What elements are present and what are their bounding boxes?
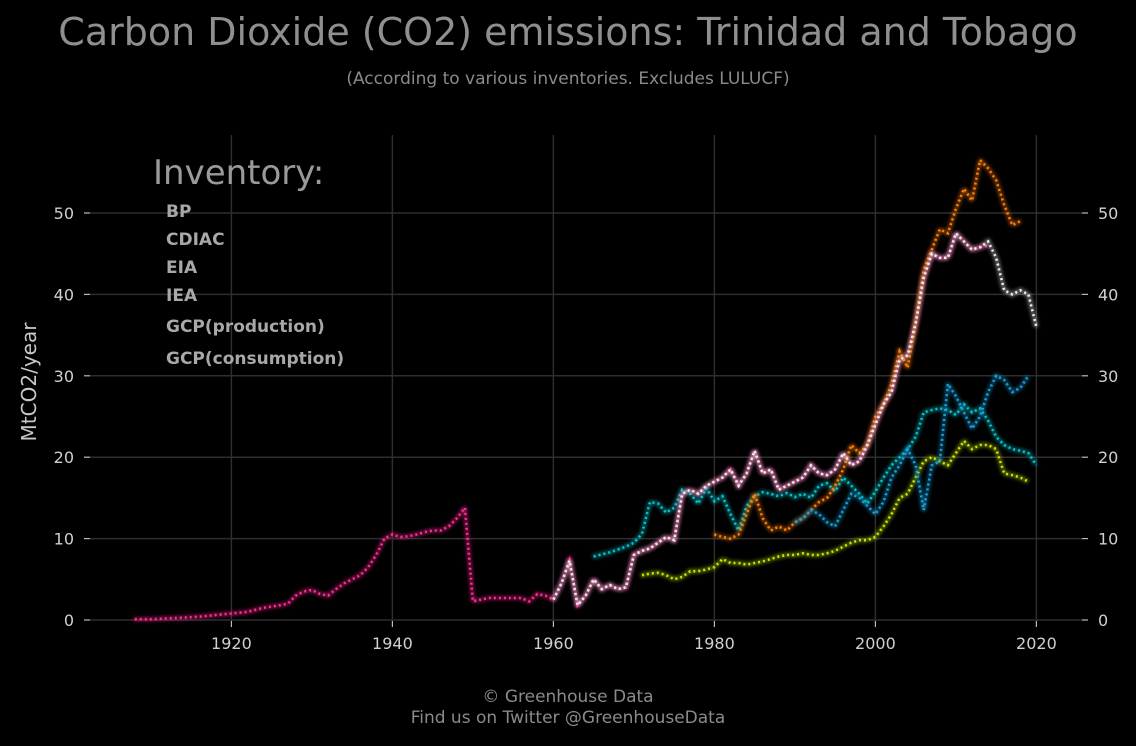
legend-title: Inventory: bbox=[153, 153, 324, 193]
legend-label: IEA bbox=[166, 286, 198, 306]
legend-label: GCP(consumption) bbox=[166, 349, 344, 369]
legend-item-bp[interactable]: BP bbox=[108, 202, 191, 222]
footer: © Greenhouse Data Find us on Twitter @Gr… bbox=[0, 687, 1136, 729]
series-line-cdiac bbox=[134, 230, 989, 621]
y-tick-label-right: 20 bbox=[1098, 448, 1118, 467]
series-line-bp bbox=[593, 402, 1038, 558]
x-tick-label: 1920 bbox=[211, 634, 252, 653]
series-group bbox=[134, 157, 1038, 621]
x-tick-label: 1980 bbox=[694, 634, 735, 653]
chart-subtitle: (According to various inventories. Exclu… bbox=[346, 69, 790, 89]
y-tick-label-right: 10 bbox=[1098, 530, 1118, 549]
y-tick-label-left: 20 bbox=[54, 448, 74, 467]
legend-label: CDIAC bbox=[166, 230, 225, 250]
y-tick-label-right: 0 bbox=[1098, 611, 1108, 630]
copyright-text: © Greenhouse Data bbox=[482, 687, 654, 707]
chart-title: Carbon Dioxide (CO2) emissions: Trinidad… bbox=[58, 10, 1078, 54]
x-tick-label: 2000 bbox=[855, 634, 896, 653]
legend-item-gcp-production[interactable]: GCP(production) bbox=[108, 317, 325, 337]
x-tick-label: 1960 bbox=[533, 634, 574, 653]
y-tick-label-left: 10 bbox=[54, 530, 74, 549]
series-line-eia bbox=[714, 157, 1021, 540]
legend-label: BP bbox=[166, 202, 191, 222]
series-line-gcp-consumption bbox=[794, 374, 1030, 529]
legend[interactable]: Inventory: BP CDIAC EIA IEA GCP(production) GC… bbox=[108, 153, 344, 369]
y-tick-label-left: 40 bbox=[54, 285, 74, 304]
y-tick-label-left: 50 bbox=[54, 204, 74, 223]
twitter-handle-text: Find us on Twitter @GreenhouseData bbox=[410, 708, 726, 728]
x-tick-label: 1940 bbox=[372, 634, 413, 653]
x-tick-label: 2020 bbox=[1016, 634, 1057, 653]
legend-label: GCP(production) bbox=[166, 317, 325, 337]
series-line-gcp-production bbox=[552, 230, 1038, 609]
y-tick-label-right: 40 bbox=[1098, 285, 1118, 304]
y-tick-label-left: 30 bbox=[54, 367, 74, 386]
grid bbox=[90, 135, 1082, 621]
legend-label: EIA bbox=[166, 258, 198, 278]
y-tick-label-right: 50 bbox=[1098, 204, 1118, 223]
y-axis-label: MtCO2/year bbox=[17, 322, 41, 442]
series-line-iea bbox=[641, 438, 1029, 581]
legend-item-cdiac[interactable]: CDIAC bbox=[108, 230, 225, 250]
y-tick-label-right: 30 bbox=[1098, 367, 1118, 386]
y-tick-label-left: 0 bbox=[64, 611, 74, 630]
legend-item-gcp-consumption[interactable]: GCP(consumption) bbox=[108, 349, 344, 369]
legend-item-eia[interactable]: EIA bbox=[108, 258, 198, 278]
legend-item-iea[interactable]: IEA bbox=[108, 286, 198, 306]
